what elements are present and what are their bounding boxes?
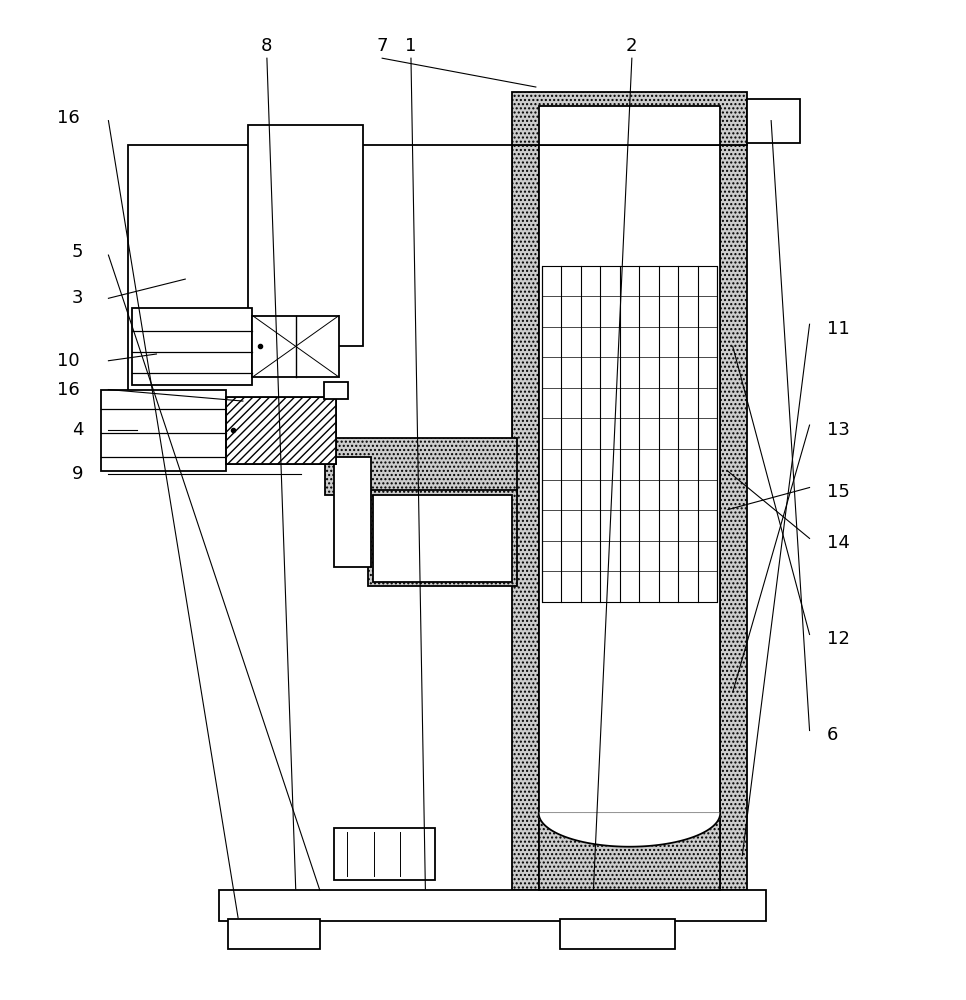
- Polygon shape: [128, 447, 517, 457]
- Text: 15: 15: [827, 483, 850, 501]
- Text: 2: 2: [626, 37, 638, 55]
- Bar: [512, 145, 539, 890]
- Text: 7: 7: [377, 37, 388, 55]
- Bar: [747, 108, 781, 135]
- Text: 16: 16: [57, 109, 79, 127]
- Bar: [539, 145, 721, 813]
- Bar: [247, 125, 363, 346]
- Bar: [368, 490, 517, 586]
- Bar: [334, 828, 435, 880]
- Bar: [373, 495, 512, 582]
- Bar: [226, 397, 336, 464]
- Text: 4: 4: [71, 421, 83, 439]
- Bar: [229, 919, 320, 949]
- Bar: [539, 813, 721, 890]
- Text: 10: 10: [57, 352, 79, 370]
- Bar: [539, 106, 721, 145]
- Text: 12: 12: [827, 630, 850, 648]
- Bar: [132, 308, 252, 385]
- Bar: [219, 890, 766, 921]
- Text: 6: 6: [827, 726, 838, 744]
- Polygon shape: [539, 813, 721, 847]
- Bar: [747, 99, 800, 143]
- Text: 1: 1: [406, 37, 416, 55]
- Text: 8: 8: [261, 37, 272, 55]
- Bar: [128, 145, 512, 447]
- Bar: [325, 438, 517, 495]
- Bar: [324, 382, 348, 399]
- Bar: [334, 457, 371, 567]
- Bar: [100, 390, 226, 471]
- Text: 16: 16: [57, 381, 79, 399]
- Text: 11: 11: [827, 320, 849, 338]
- Bar: [560, 919, 675, 949]
- Bar: [542, 266, 718, 602]
- Bar: [721, 145, 747, 890]
- Bar: [226, 397, 336, 464]
- Bar: [512, 92, 747, 145]
- Text: 14: 14: [827, 534, 850, 552]
- Bar: [252, 316, 339, 377]
- Text: 13: 13: [827, 421, 850, 439]
- Text: 5: 5: [71, 243, 83, 261]
- Text: 3: 3: [71, 289, 83, 307]
- Text: 9: 9: [71, 465, 83, 483]
